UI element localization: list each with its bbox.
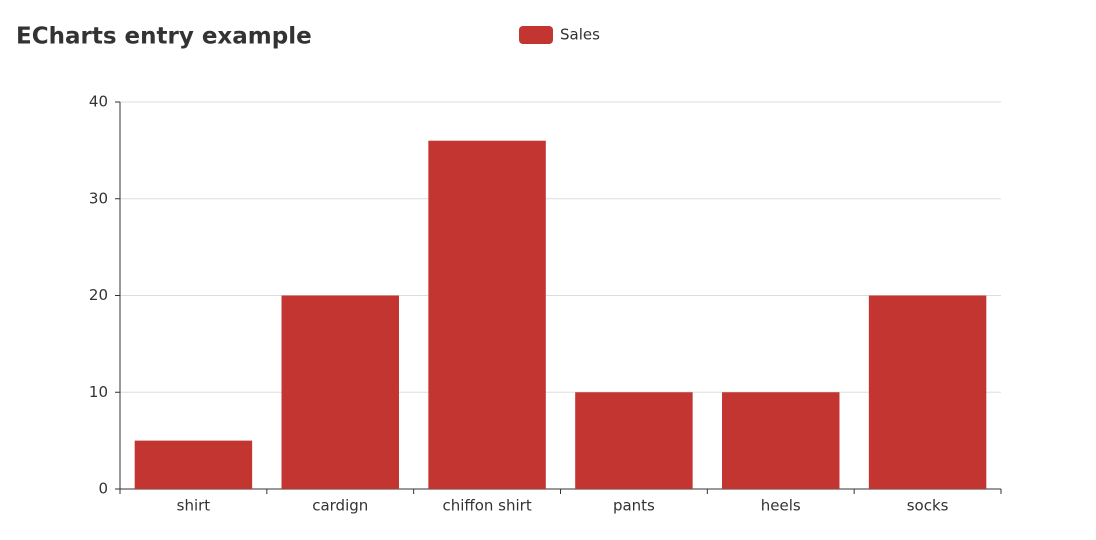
y-tick-label: 20	[89, 286, 108, 304]
legend-label: Sales	[560, 26, 600, 44]
chart-title: ECharts entry example	[16, 24, 312, 50]
x-tick-label: socks	[907, 497, 949, 515]
y-tick-label: 40	[89, 93, 108, 111]
bar	[575, 392, 693, 489]
legend-swatch	[519, 26, 553, 44]
x-tick-label: chiffon shirt	[442, 497, 531, 515]
y-tick-label: 30	[89, 189, 108, 207]
x-tick-label: cardign	[312, 497, 368, 515]
x-tick-label: shirt	[177, 497, 211, 515]
x-tick-label: heels	[761, 497, 801, 515]
bar	[722, 392, 840, 489]
bar	[134, 440, 253, 489]
bar	[868, 295, 987, 489]
bar	[428, 140, 546, 489]
bar	[281, 295, 399, 489]
y-tick-label: 0	[98, 480, 108, 498]
x-tick-label: pants	[613, 497, 655, 515]
y-tick-label: 10	[89, 383, 108, 401]
